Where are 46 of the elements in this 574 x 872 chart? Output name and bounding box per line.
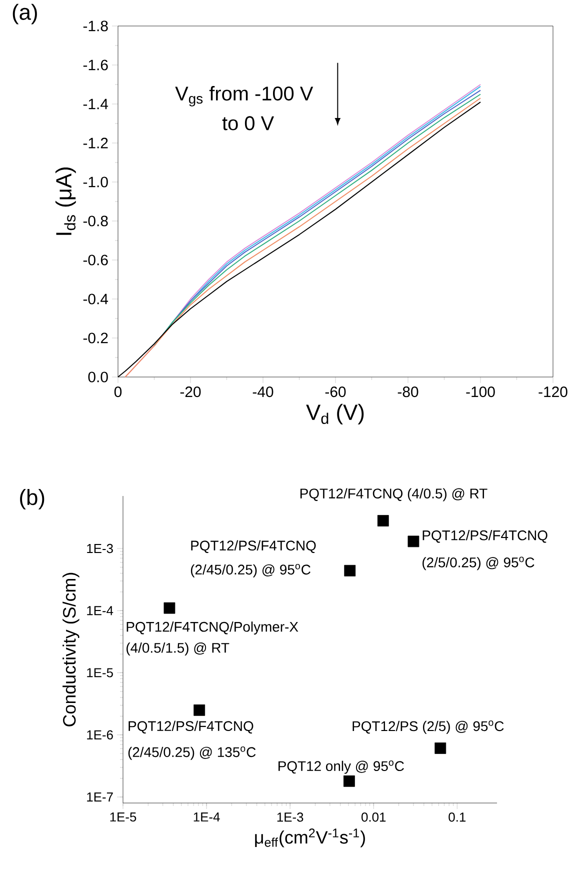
y-tick-label: -0.2 bbox=[83, 332, 108, 344]
y-tick-label: -1.4 bbox=[83, 98, 108, 110]
annotation: to 0 V bbox=[222, 116, 274, 130]
annotation: PQT12/F4TCNQ/Polymer-X bbox=[126, 622, 298, 635]
x-tick-label: -120 bbox=[538, 386, 568, 398]
y-tick-label: 1E-5 bbox=[87, 668, 113, 678]
annotation: (4/0.5/1.5) @ RT bbox=[126, 642, 230, 656]
annotation: PQT12/PS/F4TCNQ bbox=[128, 720, 254, 734]
x-tick-label: 0 bbox=[114, 386, 122, 398]
y-tick-label: 1E-6 bbox=[87, 730, 113, 740]
x-tick-label: -40 bbox=[252, 386, 274, 398]
x-tick-label: -100 bbox=[466, 386, 495, 398]
annotation: PQT12/PS (2/5) @ 95$^{o}$C bbox=[352, 720, 504, 734]
annotation: PQT12/F4TCNQ (4/0.5) @ RT bbox=[300, 488, 488, 502]
annotation: PQT12/PS/F4TCNQ bbox=[422, 530, 548, 543]
annotation: (2/5/0.25) @ 95$^{o}$C bbox=[422, 556, 534, 570]
annotation: V$_{gs}$ from -100 V bbox=[175, 86, 314, 106]
y-tick-label: -1.8 bbox=[83, 20, 108, 32]
x-tick-label: 1E-3 bbox=[277, 812, 304, 822]
y-tick-label: -0.6 bbox=[83, 254, 108, 266]
text: μ$_{eff}$(cm$^{2}$V$^{-1}$s$^{-1}$) bbox=[255, 828, 365, 848]
x-tick-label: 1E-5 bbox=[110, 812, 136, 822]
x-tick-label: 1E-4 bbox=[194, 812, 220, 822]
annotation: (2/45/0.25) @ 135$^{o}$C bbox=[128, 746, 256, 760]
y-tick-label: -1.2 bbox=[83, 138, 108, 148]
y-tick-label: -1.0 bbox=[83, 176, 108, 188]
x-tick-label: -20 bbox=[180, 386, 201, 398]
x-tick-label: -60 bbox=[325, 386, 346, 398]
x-tick-label: 0.01 bbox=[362, 812, 386, 822]
annotation: PQT12/PS/F4TCNQ bbox=[191, 540, 316, 554]
x-tick-label: -80 bbox=[398, 386, 418, 398]
chart-title: (b) bbox=[20, 489, 44, 510]
y-tick-label: -0.4 bbox=[83, 294, 108, 304]
y-tick-label: 1E-4 bbox=[87, 606, 114, 616]
y-tick-label: -0.8 bbox=[83, 216, 108, 226]
x-axis-title: V$_{d}$ (V) bbox=[306, 404, 364, 424]
annotation: (2/45/0.25) @ 95$^{o}$C bbox=[190, 564, 310, 578]
y-axis-title: I$_{ds}$ (μA) bbox=[55, 168, 76, 235]
y-tick-label: -1.6 bbox=[83, 60, 108, 70]
y-tick-label: 1E-7 bbox=[87, 792, 113, 802]
y-axis-title: Conductivity (S/cm) bbox=[62, 572, 80, 726]
annotation: PQT12 only @ 95$^{o}$C bbox=[278, 760, 404, 774]
y-tick-label: 1E-3 bbox=[87, 544, 113, 554]
x-tick-label: 0.1 bbox=[448, 812, 466, 822]
y-tick-label: 0.0 bbox=[88, 372, 108, 382]
chart-title: (a) bbox=[12, 4, 37, 24]
